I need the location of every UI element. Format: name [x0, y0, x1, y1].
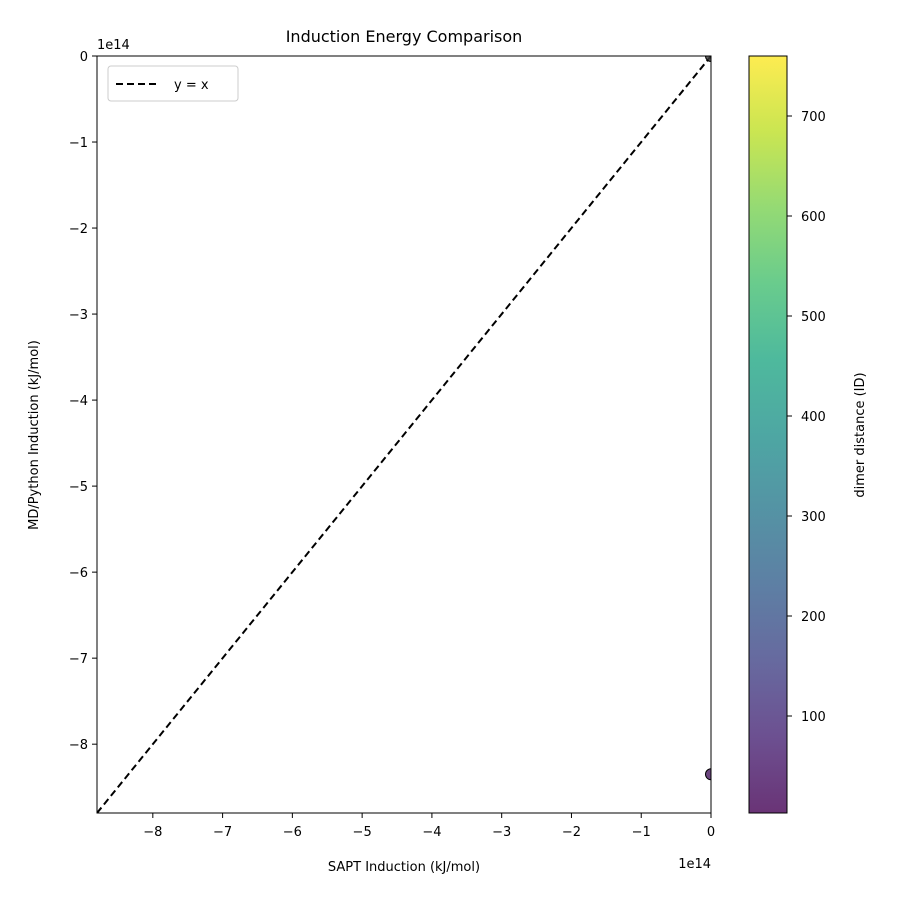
y-axis-ticks: 0 −1 −2 −3 −4 −5 −6 −7 −8 — [69, 50, 97, 753]
x-offset-label: 1e14 — [678, 857, 711, 872]
y-tick-label: −1 — [69, 136, 88, 151]
scatter-point — [705, 768, 711, 781]
y-tick-label: −2 — [69, 222, 88, 237]
y-tick-label: −3 — [69, 308, 88, 323]
legend-label: y = x — [174, 78, 209, 93]
x-tick-label: −3 — [492, 825, 511, 840]
reference-line-y-equals-x — [97, 56, 711, 813]
x-tick-label: −6 — [283, 825, 302, 840]
x-tick-label: 0 — [707, 825, 715, 840]
y-offset-label: 1e14 — [97, 38, 130, 53]
scatter-point — [705, 56, 711, 62]
colorbar-tick-label: 200 — [801, 610, 826, 625]
x-tick-label: −8 — [143, 825, 162, 840]
x-tick-label: −4 — [422, 825, 441, 840]
x-tick-label: −5 — [353, 825, 372, 840]
legend: y = x — [107, 65, 239, 102]
y-tick-label: −8 — [69, 738, 88, 753]
x-tick-label: −7 — [213, 825, 232, 840]
y-tick-label: −7 — [69, 652, 88, 667]
colorbar-ticks: 100 200 300 400 500 600 700 — [787, 110, 826, 725]
legend-box — [107, 65, 239, 102]
colorbar-tick-label: 300 — [801, 510, 826, 525]
x-tick-label: −1 — [632, 825, 651, 840]
y-tick-label: −4 — [69, 394, 88, 409]
y-tick-label: 0 — [80, 50, 88, 65]
colorbar-tick-label: 100 — [801, 710, 826, 725]
plot-frame — [96, 55, 712, 814]
colorbar-tick-label: 400 — [801, 410, 826, 425]
scatter-points — [705, 56, 711, 781]
colorbar-tick-label: 600 — [801, 210, 826, 225]
colorbar — [748, 55, 788, 814]
x-tick-label: −2 — [562, 825, 581, 840]
chart-title: Induction Energy Comparison — [286, 27, 523, 46]
y-axis-label: MD/Python Induction (kJ/mol) — [27, 340, 42, 530]
x-axis-ticks: −8 −7 −6 −5 −4 −3 −2 −1 0 — [143, 813, 715, 840]
colorbar-label: dimer distance (ID) — [853, 372, 868, 497]
colorbar-tick-label: 700 — [801, 110, 826, 125]
x-axis-label: SAPT Induction (kJ/mol) — [328, 860, 480, 875]
colorbar-tick-label: 500 — [801, 310, 826, 325]
y-tick-label: −6 — [69, 566, 88, 581]
y-tick-label: −5 — [69, 480, 88, 495]
